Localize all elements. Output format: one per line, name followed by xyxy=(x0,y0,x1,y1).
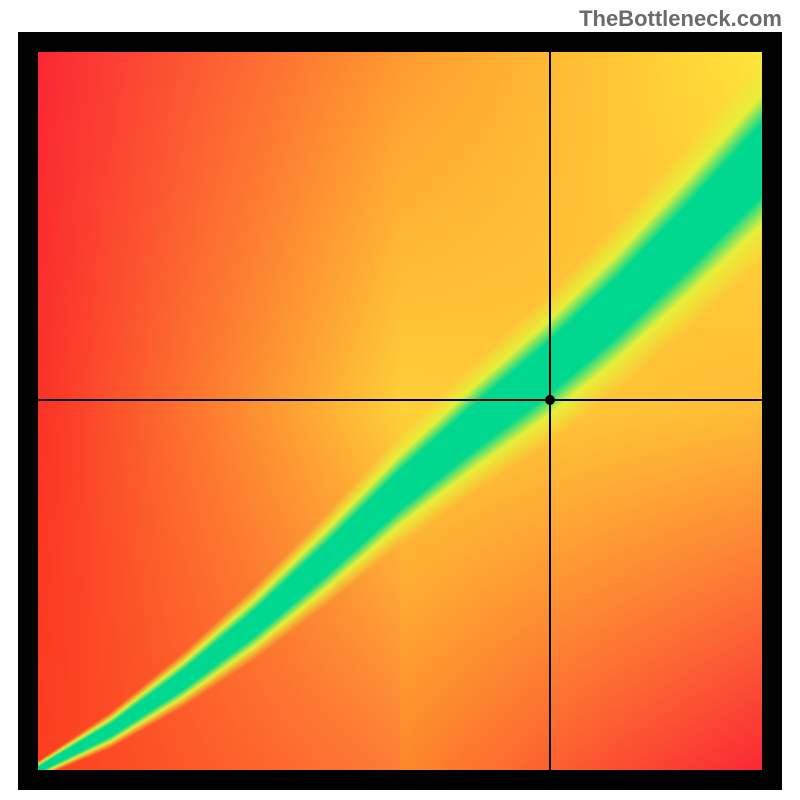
crosshair-vertical xyxy=(549,52,551,770)
heatmap-canvas xyxy=(38,52,762,770)
heatmap-plot xyxy=(38,52,762,770)
marker-dot xyxy=(545,395,555,405)
watermark: TheBottleneck.com xyxy=(579,6,782,32)
crosshair-horizontal xyxy=(38,399,762,401)
